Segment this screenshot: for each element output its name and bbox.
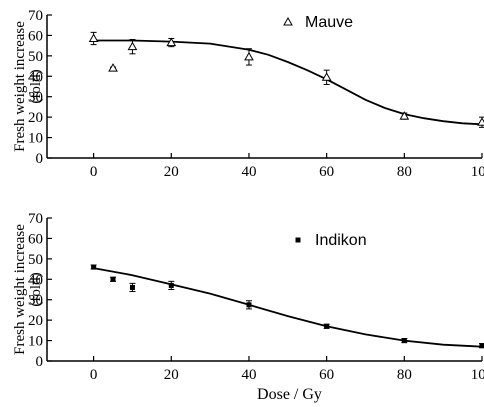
y-tick-label: 0 bbox=[36, 354, 44, 370]
y-axis-label-line1: Fresh weight increase bbox=[12, 21, 28, 152]
data-point bbox=[401, 338, 407, 344]
data-point bbox=[91, 264, 97, 270]
y-tick-label: 30 bbox=[28, 90, 43, 106]
y-tick-label: 50 bbox=[28, 252, 43, 268]
data-point bbox=[129, 284, 135, 290]
y-tick-label: 30 bbox=[28, 293, 43, 309]
x-tick-label: 60 bbox=[319, 367, 334, 383]
data-point bbox=[399, 111, 410, 120]
data-point bbox=[108, 63, 118, 72]
y-axis-label-line2: (fold) bbox=[28, 272, 44, 306]
chart-panel-mauve: 0 10 20 30 40 50 60 70 0 20 40 60 80 100 Fresh weight … bbox=[12, 8, 484, 180]
y-tick-label: 70 bbox=[28, 211, 43, 227]
fit-curve bbox=[93, 267, 483, 348]
x-tick-label: 40 bbox=[241, 164, 256, 180]
legend-label: Indikon bbox=[315, 232, 367, 249]
y-tick-label: 40 bbox=[28, 272, 43, 288]
y-tick-label: 40 bbox=[28, 69, 43, 85]
legend-marker bbox=[295, 237, 301, 243]
data-point bbox=[321, 72, 332, 81]
x-tick-label: 80 bbox=[397, 367, 412, 383]
legend-marker bbox=[283, 16, 293, 26]
y-tick-label: 70 bbox=[28, 8, 43, 24]
x-tick-label: 20 bbox=[164, 164, 179, 180]
data-point bbox=[246, 302, 252, 308]
x-tick-label: 20 bbox=[164, 367, 179, 383]
y-tick-label: 10 bbox=[28, 334, 43, 350]
x-tick-label: 100 bbox=[471, 367, 484, 383]
data-point bbox=[324, 323, 330, 329]
data-point bbox=[477, 117, 484, 126]
data-point bbox=[110, 276, 116, 282]
y-axis-label: Fresh weight increase(fold) bbox=[12, 21, 44, 152]
y-tick-label: 20 bbox=[28, 110, 43, 126]
x-tick-label: 100 bbox=[471, 164, 484, 180]
data-point bbox=[168, 282, 174, 288]
y-axis-label-line2: (fold) bbox=[28, 69, 44, 103]
data-point bbox=[166, 37, 177, 47]
legend-label: Mauve bbox=[305, 14, 353, 31]
y-axis-label-line1: Fresh weight increase bbox=[12, 224, 28, 355]
y-tick-label: 10 bbox=[28, 131, 43, 147]
y-tick-label: 20 bbox=[28, 313, 43, 329]
data-point bbox=[479, 343, 484, 349]
data-point bbox=[127, 41, 138, 51]
y-tick-label: 0 bbox=[36, 151, 44, 167]
fit-curve bbox=[93, 39, 483, 126]
data-point bbox=[244, 51, 254, 61]
x-tick-label: 80 bbox=[397, 164, 412, 180]
y-axis-label: Fresh weight increase(fold) bbox=[12, 224, 44, 355]
y-tick-label: 60 bbox=[28, 28, 43, 44]
chart-panel-indikon: 0 10 20 30 40 50 60 70 0 20 40 60 80 100 Fresh weight … bbox=[12, 211, 484, 403]
x-axis-label: Dose / Gy bbox=[257, 386, 322, 403]
x-tick-label: 60 bbox=[319, 164, 334, 180]
x-tick-label: 0 bbox=[90, 164, 98, 180]
y-tick-label: 60 bbox=[28, 231, 43, 247]
y-tick-label: 50 bbox=[28, 49, 43, 65]
x-tick-label: 40 bbox=[241, 367, 256, 383]
data-point bbox=[88, 33, 99, 42]
x-tick-label: 0 bbox=[90, 367, 98, 383]
